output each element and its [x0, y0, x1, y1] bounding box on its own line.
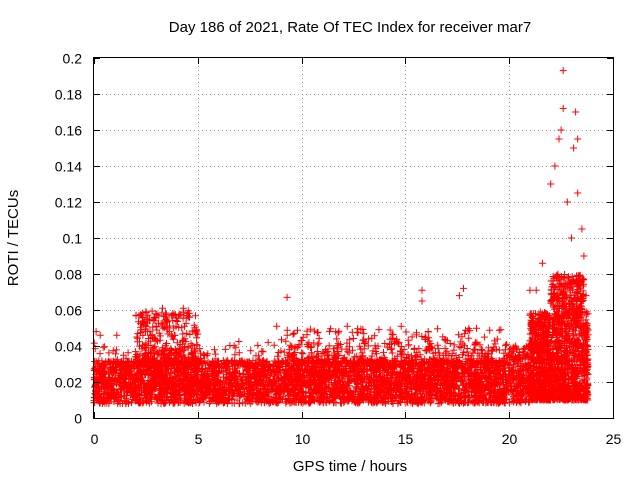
x-axis-label: GPS time / hours: [293, 458, 407, 475]
y-tick-label: 0.16: [55, 123, 82, 139]
y-tick-label: 0.2: [63, 51, 83, 67]
y-tick-label: 0.04: [55, 339, 82, 355]
x-tick-label: 10: [295, 431, 311, 447]
y-tick-label: 0.12: [55, 195, 82, 211]
x-tick-label: 25: [606, 431, 622, 447]
axis-ticks: [94, 58, 614, 419]
chart-title: Day 186 of 2021, Rate Of TEC Index for r…: [169, 19, 531, 36]
scatter-markers: [90, 67, 592, 408]
y-tick-label: 0.18: [55, 87, 82, 103]
y-tick-label: 0.14: [55, 159, 82, 175]
y-tick-label: 0.06: [55, 303, 82, 319]
x-tick-label: 20: [502, 431, 518, 447]
y-tick-label: 0: [74, 411, 82, 427]
y-tick-labels: 0 0.02 0.04 0.06 0.08 0.1 0.12 0.14 0.16 0.18 0.2: [55, 51, 82, 427]
y-tick-label: 0.1: [63, 231, 83, 247]
x-tick-label: 0: [91, 431, 99, 447]
y-tick-label: 0.08: [55, 267, 82, 283]
plot-frame: [93, 57, 614, 419]
y-axis-label: ROTI / TECUs: [5, 190, 22, 286]
data-points: [90, 67, 592, 408]
x-tick-label: 15: [398, 431, 414, 447]
x-tick-labels: 0 5 10 15 20 25: [91, 431, 622, 447]
x-tick-label: 5: [195, 431, 203, 447]
y-tick-label: 0.02: [55, 375, 82, 391]
